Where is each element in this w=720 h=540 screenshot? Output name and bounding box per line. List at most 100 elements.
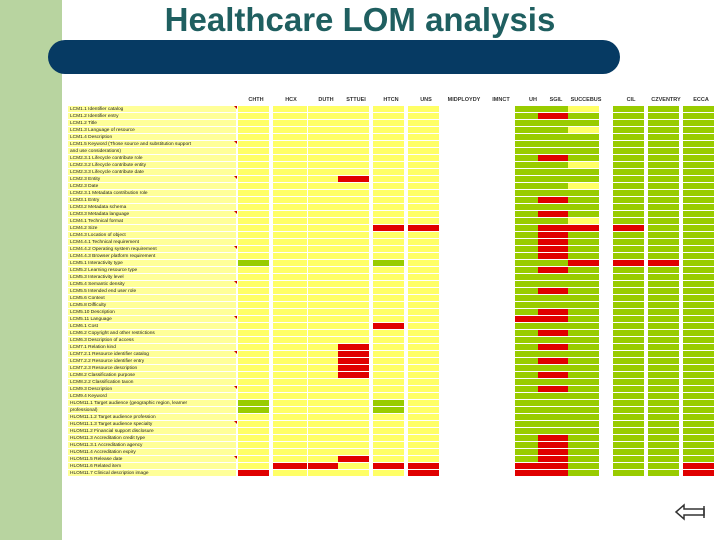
table-cell (538, 407, 570, 414)
table-cell (613, 428, 645, 435)
table-cell (683, 351, 715, 358)
table-cell (446, 393, 478, 400)
table-cell (273, 428, 308, 435)
comment-marker (234, 316, 237, 319)
table-cell (446, 442, 478, 449)
table-cell (446, 407, 478, 414)
table-cell (568, 414, 600, 421)
table-cell (613, 344, 645, 351)
table-cell (483, 323, 515, 330)
table-cell (613, 134, 645, 141)
table-cell (408, 176, 440, 183)
table-cell (568, 281, 600, 288)
table-cell (538, 120, 570, 127)
table-cell (538, 316, 570, 323)
table-cell (446, 372, 478, 379)
row-label: LCM1.3 Language of resource (68, 127, 236, 134)
table-cell (238, 351, 270, 358)
table-cell (568, 106, 600, 113)
table-cell (683, 365, 715, 372)
table-cell (238, 274, 270, 281)
table-cell (273, 169, 308, 176)
table-cell (338, 449, 370, 456)
table-cell (338, 470, 370, 477)
table-cell (538, 211, 570, 218)
table-cell (538, 351, 570, 358)
table-cell (273, 421, 308, 428)
table-cell (648, 400, 680, 407)
row-label: LCM5.6 Context (68, 295, 236, 302)
table-cell (483, 148, 515, 155)
table-cell (683, 225, 715, 232)
table-cell (613, 400, 645, 407)
table-cell (538, 253, 570, 260)
table-cell (408, 463, 440, 470)
table-cell (683, 267, 715, 274)
table-cell (273, 225, 308, 232)
table-cell (648, 176, 680, 183)
table-cell (613, 351, 645, 358)
table-cell (238, 169, 270, 176)
table-cell (373, 190, 405, 197)
table-cell (238, 428, 270, 435)
table-cell (568, 197, 600, 204)
table-cell (483, 267, 515, 274)
table-cell (613, 449, 645, 456)
table-cell (613, 155, 645, 162)
table-cell (408, 141, 440, 148)
table-cell (338, 316, 370, 323)
table-cell (238, 386, 270, 393)
table-cell (538, 386, 570, 393)
table-cell (446, 197, 478, 204)
table-cell (568, 337, 600, 344)
table-cell (446, 344, 478, 351)
table-cell (338, 365, 370, 372)
table-cell (273, 393, 308, 400)
table-cell (408, 470, 440, 477)
table-cell (238, 225, 270, 232)
table-cell (338, 253, 370, 260)
table-cell (408, 407, 440, 414)
table-cell (568, 463, 600, 470)
table-cell (568, 183, 600, 190)
table-cell (373, 323, 405, 330)
table-cell (568, 162, 600, 169)
table-cell (568, 148, 600, 155)
table-cell (648, 260, 680, 267)
table-cell (273, 365, 308, 372)
return-arrow-icon[interactable] (674, 503, 708, 521)
table-cell (538, 456, 570, 463)
table-cell (683, 190, 715, 197)
table-cell (568, 442, 600, 449)
table-cell (568, 190, 600, 197)
table-cell (446, 204, 478, 211)
table-cell (238, 190, 270, 197)
table-cell (568, 267, 600, 274)
table-cell (408, 169, 440, 176)
table-cell (446, 449, 478, 456)
slide-title: Healthcare LOM analysis (164, 1, 556, 38)
table-cell (483, 407, 515, 414)
table-cell (408, 372, 440, 379)
table-cell (373, 148, 405, 155)
table-cell (238, 302, 270, 309)
table-cell (273, 120, 308, 127)
table-cell (338, 239, 370, 246)
table-cell (568, 127, 600, 134)
table-cell (648, 386, 680, 393)
table-cell (683, 176, 715, 183)
table-cell (408, 260, 440, 267)
table-cell (373, 407, 405, 414)
table-cell (613, 141, 645, 148)
table-cell (538, 281, 570, 288)
table-cell (683, 274, 715, 281)
table-cell (238, 470, 270, 477)
table-cell (338, 162, 370, 169)
table-cell (538, 197, 570, 204)
table-cell (238, 330, 270, 337)
comment-marker (234, 106, 237, 109)
table-cell (238, 281, 270, 288)
table-cell (613, 323, 645, 330)
table-cell (613, 232, 645, 239)
table-cell (538, 344, 570, 351)
